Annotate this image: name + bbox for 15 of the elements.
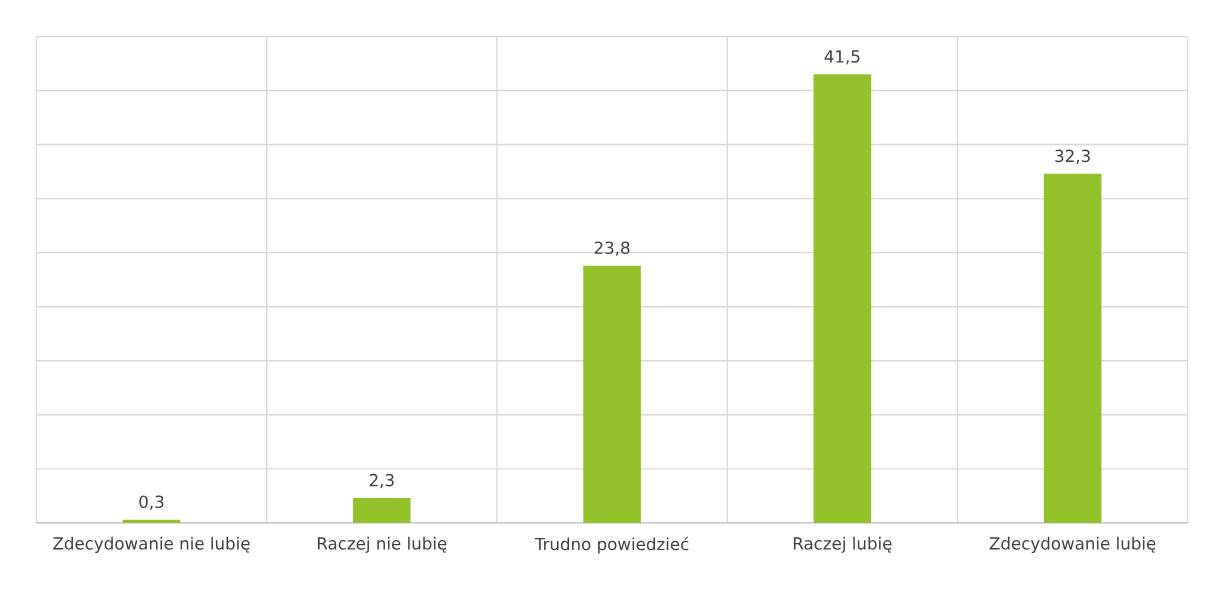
x-tick-label: Raczej lubię bbox=[793, 536, 892, 553]
data-label: 32,3 bbox=[1055, 149, 1090, 164]
x-tick-label: Zdecydowanie nie lubię bbox=[53, 536, 250, 553]
x-tick-label: Raczej nie lubię bbox=[317, 536, 447, 553]
data-label: 2,3 bbox=[369, 473, 394, 489]
data-label: 41,5 bbox=[824, 50, 860, 65]
data-label: 0,3 bbox=[139, 495, 164, 510]
bar bbox=[813, 74, 872, 523]
bar bbox=[1043, 173, 1102, 523]
data-label: 23,8 bbox=[594, 241, 630, 256]
x-tick-label: Zdecydowanie lubię bbox=[989, 536, 1156, 553]
bar bbox=[352, 498, 411, 523]
x-tick-label: Trudno powiedzieć bbox=[534, 536, 689, 554]
bar bbox=[583, 265, 641, 523]
bar bbox=[122, 519, 181, 523]
